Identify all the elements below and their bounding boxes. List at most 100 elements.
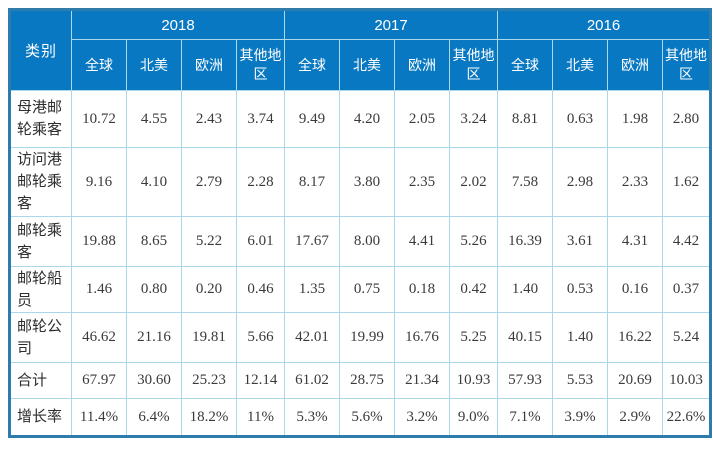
data-cell: 2.35 [394,147,450,217]
data-cell: 40.15 [497,312,553,363]
row-label: 母港邮轮乘客 [9,90,72,148]
data-cell: 0.18 [394,266,450,313]
data-cell: 9.49 [284,90,340,148]
region-header: 全球 [71,39,127,91]
region-header: 欧洲 [181,39,237,91]
data-cell: 0.16 [607,266,663,313]
region-header: 全球 [284,39,340,91]
region-header: 其他地区 [662,39,711,91]
region-header: 其他地区 [449,39,498,91]
year-header-2016: 2016 [497,9,711,40]
row-label: 访问港邮轮乘客 [9,147,72,217]
data-cell: 4.20 [339,90,395,148]
data-cell: 0.53 [552,266,608,313]
data-cell: 3.24 [449,90,498,148]
data-cell: 4.55 [126,90,182,148]
data-cell: 12.14 [236,362,285,399]
data-cell: 46.62 [71,312,127,363]
region-header: 全球 [497,39,553,91]
row-label: 邮轮船员 [9,266,72,313]
data-cell: 6.4% [126,398,182,437]
year-header-2017: 2017 [284,9,498,40]
category-corner-header: 类别 [9,9,72,91]
region-header-row: 全球 北美 欧洲 其他地区 全球 北美 欧洲 其他地区 全球 北美 欧洲 其他地… [10,39,711,91]
table-header: 类别 2018 2017 2016 全球 北美 欧洲 其他地区 全球 北美 欧洲… [9,9,711,91]
data-cell: 2.28 [236,147,285,217]
data-cell: 42.01 [284,312,340,363]
data-cell: 5.25 [449,312,498,363]
data-cell: 11% [236,398,285,437]
table-row-growth-rate: 增长率 11.4% 6.4% 18.2% 11% 5.3% 5.6% 3.2% … [9,398,711,437]
data-cell: 4.10 [126,147,182,217]
data-cell: 8.81 [497,90,553,148]
data-cell: 7.58 [497,147,553,217]
data-cell: 3.9% [552,398,608,437]
data-cell: 1.40 [497,266,553,313]
data-cell: 10.72 [71,90,127,148]
data-cell: 1.35 [284,266,340,313]
table-row: 邮轮公司 46.62 21.16 19.81 5.66 42.01 19.99 … [9,312,711,363]
data-cell: 19.88 [71,216,127,267]
data-cell: 25.23 [181,362,237,399]
table-body: 母港邮轮乘客 10.72 4.55 2.43 3.74 9.49 4.20 2.… [9,90,711,437]
row-label: 合计 [9,362,72,399]
data-cell: 1.62 [662,147,711,217]
data-cell: 9.16 [71,147,127,217]
data-cell: 8.00 [339,216,395,267]
data-cell: 0.46 [236,266,285,313]
table-row-total: 合计 67.97 30.60 25.23 12.14 61.02 28.75 2… [9,362,711,399]
data-cell: 3.80 [339,147,395,217]
data-cell: 0.63 [552,90,608,148]
data-cell: 7.1% [497,398,553,437]
data-cell: 18.2% [181,398,237,437]
region-header: 北美 [552,39,608,91]
data-cell: 5.26 [449,216,498,267]
data-cell: 4.41 [394,216,450,267]
year-header-2018: 2018 [71,9,285,40]
data-cell: 57.93 [497,362,553,399]
data-cell: 3.61 [552,216,608,267]
data-cell: 16.39 [497,216,553,267]
region-header: 欧洲 [394,39,450,91]
data-cell: 28.75 [339,362,395,399]
data-cell: 10.93 [449,362,498,399]
cruise-passenger-table: 类别 2018 2017 2016 全球 北美 欧洲 其他地区 全球 北美 欧洲… [8,8,712,438]
data-cell: 2.9% [607,398,663,437]
data-cell: 2.98 [552,147,608,217]
data-cell: 2.43 [181,90,237,148]
data-cell: 5.53 [552,362,608,399]
row-label: 增长率 [9,398,72,437]
data-cell: 2.02 [449,147,498,217]
data-cell: 67.97 [71,362,127,399]
row-label: 邮轮公司 [9,312,72,363]
data-cell: 30.60 [126,362,182,399]
data-cell: 8.65 [126,216,182,267]
year-header-row: 类别 2018 2017 2016 [9,9,711,91]
data-cell: 8.17 [284,147,340,217]
data-cell: 0.42 [449,266,498,313]
data-cell: 3.74 [236,90,285,148]
table-row: 访问港邮轮乘客 9.16 4.10 2.79 2.28 8.17 3.80 2.… [9,147,711,217]
data-cell: 6.01 [236,216,285,267]
region-header: 欧洲 [607,39,663,91]
data-cell: 3.2% [394,398,450,437]
data-cell: 1.40 [552,312,608,363]
data-cell: 2.79 [181,147,237,217]
data-cell: 16.76 [394,312,450,363]
data-cell: 2.33 [607,147,663,217]
data-cell: 17.67 [284,216,340,267]
data-cell: 4.31 [607,216,663,267]
region-header: 北美 [339,39,395,91]
data-cell: 19.99 [339,312,395,363]
data-cell: 10.03 [662,362,711,399]
data-cell: 5.6% [339,398,395,437]
data-cell: 0.80 [126,266,182,313]
data-cell: 5.22 [181,216,237,267]
data-cell: 0.75 [339,266,395,313]
data-cell: 11.4% [71,398,127,437]
table-row: 邮轮乘客 19.88 8.65 5.22 6.01 17.67 8.00 4.4… [9,216,711,267]
data-cell: 5.24 [662,312,711,363]
data-cell: 4.42 [662,216,711,267]
region-header: 其他地区 [236,39,285,91]
